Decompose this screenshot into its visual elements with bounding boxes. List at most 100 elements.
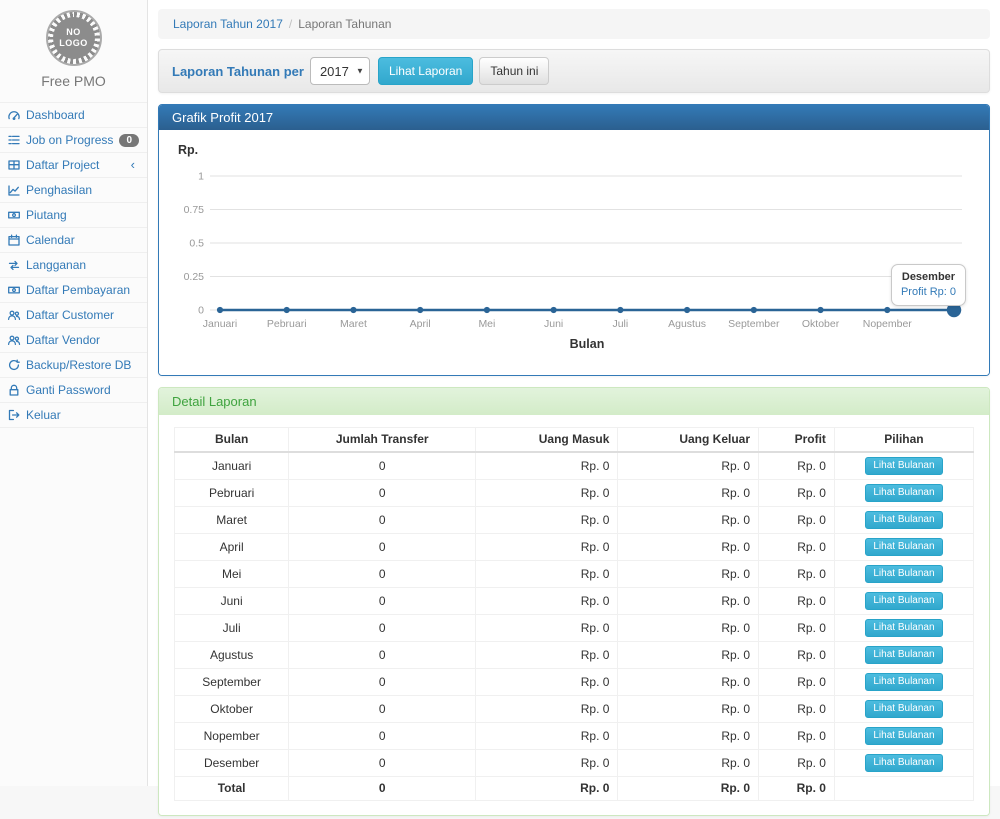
- cell-bulan: Januari: [175, 452, 289, 480]
- cell-bulan: Mei: [175, 561, 289, 588]
- sidebar-item-calendar[interactable]: Calendar: [0, 228, 147, 252]
- sidebar-item-dashboard[interactable]: Dashboard: [0, 103, 147, 127]
- cell-bulan: April: [175, 534, 289, 561]
- cell-bulan: September: [175, 669, 289, 696]
- sidebar-item-langganan[interactable]: Langganan: [0, 253, 147, 277]
- sidebar-list-item: Langganan: [0, 253, 147, 278]
- sidebar-item-label: Dashboard: [26, 107, 85, 123]
- cell-bulan: Oktober: [175, 696, 289, 723]
- breadcrumb-link-laporan-tahun[interactable]: Laporan Tahun 2017: [173, 17, 283, 31]
- lihat-laporan-button[interactable]: Lihat Laporan: [378, 57, 473, 85]
- svg-text:0.75: 0.75: [184, 204, 205, 216]
- table-icon: [7, 158, 21, 172]
- sidebar-item-keluar[interactable]: Keluar: [0, 403, 147, 427]
- lihat-bulanan-button-maret[interactable]: Lihat Bulanan: [865, 511, 942, 529]
- cell-uang_masuk: Rp. 0: [476, 723, 618, 750]
- cell-pilihan: Lihat Bulanan: [834, 588, 973, 615]
- sidebar-item-penghasilan[interactable]: Penghasilan: [0, 178, 147, 202]
- cell-pilihan: Lihat Bulanan: [834, 669, 973, 696]
- sidebar-item-daftar-project[interactable]: Daftar Project‹: [0, 153, 147, 177]
- cell-uang_keluar: Rp. 0: [618, 696, 759, 723]
- total-cell-jumlah_transfer: 0: [289, 777, 476, 801]
- page: NO LOGO Free PMO Dashboard Job on Progres…: [0, 0, 1000, 786]
- svg-text:September: September: [728, 318, 780, 330]
- cell-uang_keluar: Rp. 0: [618, 615, 759, 642]
- cell-jumlah_transfer: 0: [289, 561, 476, 588]
- chevron-left-icon: ‹: [131, 159, 135, 171]
- report-table: BulanJumlah TransferUang MasukUang Kelua…: [174, 427, 974, 801]
- cell-profit: Rp. 0: [759, 534, 835, 561]
- lihat-bulanan-button-april[interactable]: Lihat Bulanan: [865, 538, 942, 556]
- sidebar-item-backup-restore-db[interactable]: Backup/Restore DB: [0, 353, 147, 377]
- lihat-bulanan-button-juni[interactable]: Lihat Bulanan: [865, 592, 942, 610]
- column-header-pilihan: Pilihan: [834, 428, 973, 453]
- tahun-ini-button[interactable]: Tahun ini: [479, 57, 549, 85]
- sidebar-item-job-on-progress[interactable]: Job on Progress0: [0, 128, 147, 152]
- total-cell-profit: Rp. 0: [759, 777, 835, 801]
- cell-pilihan: Lihat Bulanan: [834, 507, 973, 534]
- lihat-bulanan-button-juli[interactable]: Lihat Bulanan: [865, 619, 942, 637]
- report-filter-panel: Laporan Tahunan per 2017 ▼ Lihat Laporan…: [158, 49, 990, 93]
- svg-text:Nopember: Nopember: [863, 318, 913, 330]
- gauge-icon: [7, 108, 21, 122]
- cell-jumlah_transfer: 0: [289, 588, 476, 615]
- svg-text:0.25: 0.25: [184, 271, 205, 283]
- lihat-bulanan-button-nopember[interactable]: Lihat Bulanan: [865, 727, 942, 745]
- cell-profit: Rp. 0: [759, 669, 835, 696]
- sidebar-item-ganti-password[interactable]: Ganti Password: [0, 378, 147, 402]
- chart-panel-body: Rp.00.250.50.751JanuariPebruariMaretApri…: [159, 130, 989, 375]
- lihat-bulanan-button-pebruari[interactable]: Lihat Bulanan: [865, 484, 942, 502]
- svg-text:1: 1: [198, 171, 204, 183]
- svg-text:Oktober: Oktober: [802, 318, 840, 330]
- column-header-uang-masuk: Uang Masuk: [476, 428, 618, 453]
- lihat-bulanan-button-desember[interactable]: Lihat Bulanan: [865, 754, 942, 772]
- table-row-agustus: Agustus0Rp. 0Rp. 0Rp. 0Lihat Bulanan: [175, 642, 974, 669]
- sidebar-item-label: Backup/Restore DB: [26, 357, 131, 373]
- cell-uang_keluar: Rp. 0: [618, 723, 759, 750]
- svg-text:Rp.: Rp.: [178, 143, 198, 157]
- cell-uang_keluar: Rp. 0: [618, 507, 759, 534]
- chart-tooltip: Desember Profit Rp: 0: [891, 264, 966, 306]
- column-header-bulan: Bulan: [175, 428, 289, 453]
- table-row-maret: Maret0Rp. 0Rp. 0Rp. 0Lihat Bulanan: [175, 507, 974, 534]
- lihat-bulanan-button-oktober[interactable]: Lihat Bulanan: [865, 700, 942, 718]
- cell-jumlah_transfer: 0: [289, 507, 476, 534]
- cell-bulan: Juli: [175, 615, 289, 642]
- calendar-icon: [7, 233, 21, 247]
- detail-laporan-panel: Detail Laporan BulanJumlah TransferUang …: [158, 387, 990, 816]
- table-row-total: Total0Rp. 0Rp. 0Rp. 0: [175, 777, 974, 801]
- brand-name: Free PMO: [0, 73, 147, 89]
- no-logo-badge: NO LOGO: [46, 10, 102, 66]
- year-select[interactable]: 2017: [310, 57, 370, 85]
- chart-panel-title: Grafik Profit 2017: [159, 105, 989, 130]
- profit-chart-panel: Grafik Profit 2017 Rp.00.250.50.751Janua…: [158, 104, 990, 376]
- year-select-wrap: 2017 ▼: [310, 57, 370, 85]
- cell-bulan: Desember: [175, 750, 289, 777]
- sidebar-item-daftar-vendor[interactable]: Daftar Vendor: [0, 328, 147, 352]
- sidebar-item-daftar-pembayaran[interactable]: Daftar Pembayaran: [0, 278, 147, 302]
- sidebar-item-label: Daftar Pembayaran: [26, 282, 130, 298]
- cell-uang_keluar: Rp. 0: [618, 588, 759, 615]
- users-icon: [7, 333, 21, 347]
- table-row-september: September0Rp. 0Rp. 0Rp. 0Lihat Bulanan: [175, 669, 974, 696]
- no-logo-text: NO LOGO: [53, 17, 95, 59]
- main-content: Laporan Tahun 2017/Laporan Tahunan Lapor…: [148, 0, 1000, 786]
- sidebar-item-piutang[interactable]: Piutang: [0, 203, 147, 227]
- cell-uang_masuk: Rp. 0: [476, 750, 618, 777]
- sidebar-list-item: Daftar Vendor: [0, 328, 147, 353]
- cell-uang_keluar: Rp. 0: [618, 452, 759, 480]
- lihat-bulanan-button-mei[interactable]: Lihat Bulanan: [865, 565, 942, 583]
- total-cell-uang_masuk: Rp. 0: [476, 777, 618, 801]
- cell-profit: Rp. 0: [759, 723, 835, 750]
- sidebar-item-daftar-customer[interactable]: Daftar Customer: [0, 303, 147, 327]
- lihat-bulanan-button-agustus[interactable]: Lihat Bulanan: [865, 646, 942, 664]
- cell-uang_keluar: Rp. 0: [618, 642, 759, 669]
- cell-pilihan: Lihat Bulanan: [834, 615, 973, 642]
- lihat-bulanan-button-september[interactable]: Lihat Bulanan: [865, 673, 942, 691]
- total-cell-bulan: Total: [175, 777, 289, 801]
- cell-jumlah_transfer: 0: [289, 669, 476, 696]
- lihat-bulanan-button-januari[interactable]: Lihat Bulanan: [865, 457, 942, 475]
- breadcrumb-current: Laporan Tahunan: [298, 17, 391, 31]
- column-header-jumlah-transfer: Jumlah Transfer: [289, 428, 476, 453]
- cell-uang_keluar: Rp. 0: [618, 534, 759, 561]
